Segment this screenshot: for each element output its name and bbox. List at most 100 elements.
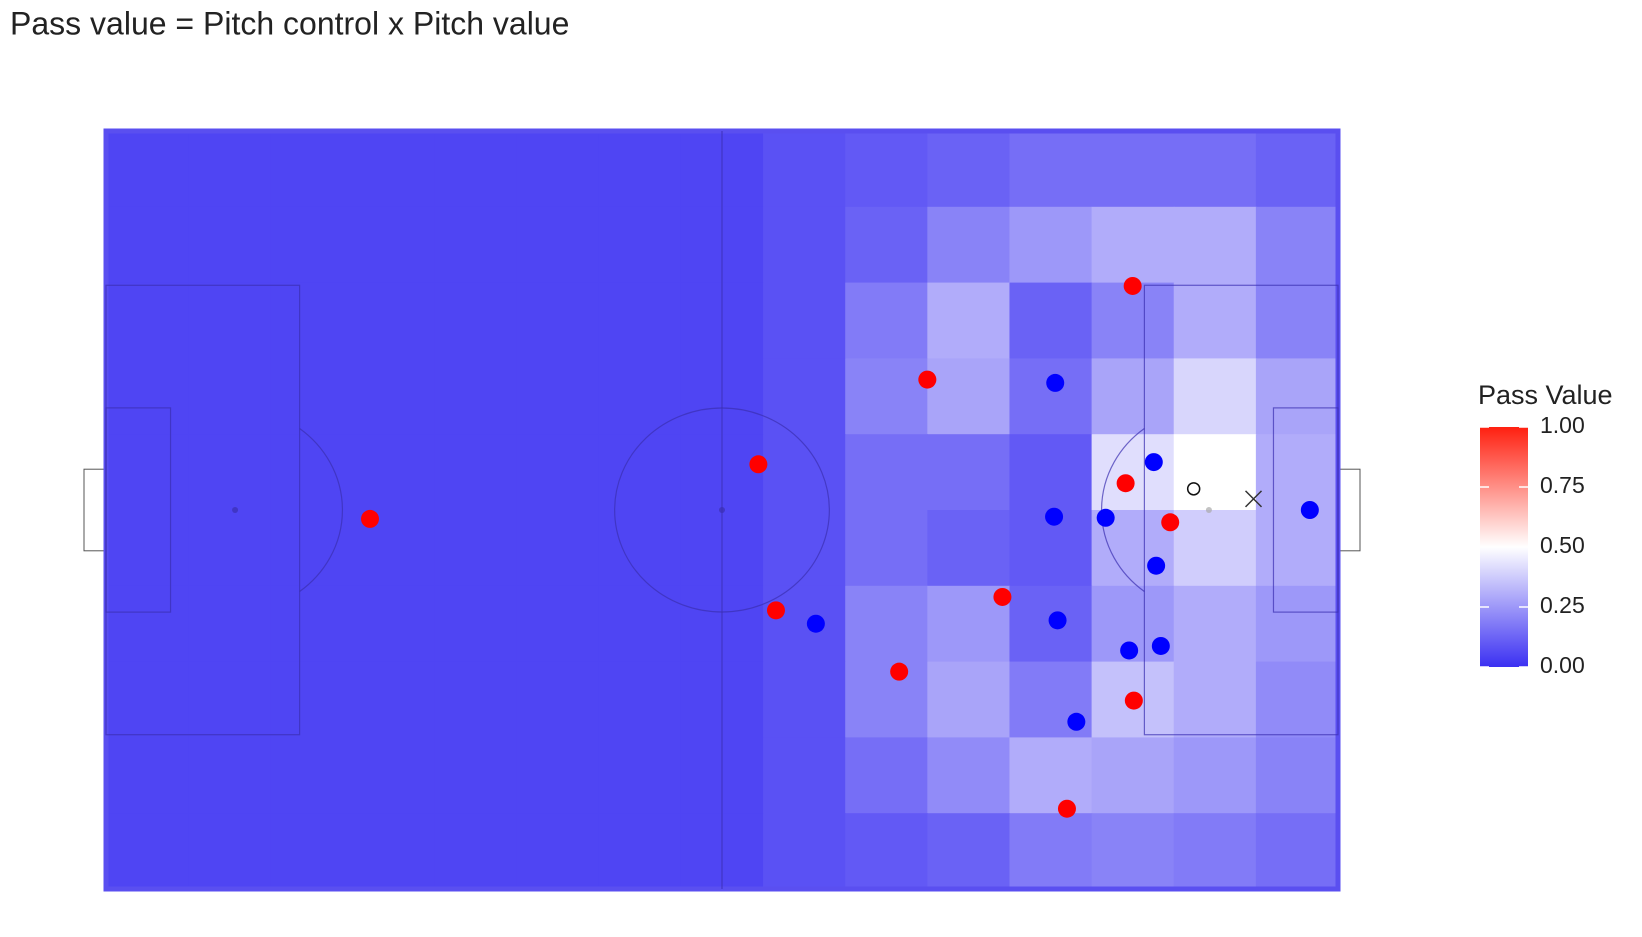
heat-cell	[516, 358, 600, 435]
heat-cell	[1009, 131, 1093, 208]
heat-cell	[352, 813, 436, 890]
heat-cell	[1009, 434, 1093, 511]
heat-cell	[270, 282, 353, 359]
heat-cell	[927, 434, 1011, 511]
heat-cell	[1091, 737, 1175, 814]
centre-spot	[719, 507, 725, 513]
heat-cell	[598, 434, 682, 511]
player	[1046, 373, 1065, 392]
heat-cell	[1255, 585, 1339, 663]
heat-cell	[598, 358, 682, 435]
heat-cell	[106, 206, 189, 284]
heat-cell	[1009, 358, 1093, 435]
heat-cell	[516, 585, 600, 663]
heat-cell	[763, 434, 846, 511]
player	[1300, 501, 1319, 519]
heat-cell	[598, 206, 682, 284]
heat-cell	[188, 510, 271, 587]
heat-cell	[188, 737, 271, 814]
heat-cell	[352, 737, 436, 814]
heat-cell	[927, 661, 1011, 738]
heat-cell	[1255, 510, 1339, 587]
heat-cell	[845, 282, 928, 359]
heat-cell	[927, 282, 1011, 359]
player	[361, 509, 379, 528]
heat-cell	[1009, 206, 1093, 284]
heat-cell	[270, 813, 353, 890]
heat-cell	[188, 434, 271, 511]
heat-cell	[845, 206, 928, 284]
player	[1124, 691, 1143, 710]
heat-cell	[763, 813, 846, 890]
heat-cell	[516, 282, 600, 359]
heat-cell	[927, 358, 1011, 435]
heat-cell	[598, 813, 682, 890]
heat-cell	[188, 358, 271, 435]
target-cross	[1244, 490, 1263, 508]
ball	[1186, 482, 1201, 496]
heat-cell	[763, 737, 846, 814]
heat-cell	[188, 813, 271, 890]
heat-cell	[1091, 206, 1175, 284]
heat-cell	[106, 510, 189, 587]
heat-cell	[434, 585, 518, 663]
player	[1057, 799, 1076, 818]
heat-cell	[352, 282, 436, 359]
heat-cell	[845, 131, 928, 208]
heat-cell	[1255, 131, 1339, 208]
heat-cell	[927, 206, 1011, 284]
heat-cell	[1173, 585, 1257, 663]
heat-cell	[1173, 358, 1257, 435]
penalty-spot	[232, 507, 239, 513]
heat-cell	[106, 434, 189, 511]
heat-cell	[1091, 813, 1175, 890]
heat-cell	[516, 206, 600, 284]
heat-cell	[1255, 358, 1339, 435]
heat-cell	[270, 585, 353, 663]
heat-cell	[434, 813, 518, 890]
heat-cell	[1091, 358, 1175, 435]
heat-cell	[434, 358, 518, 435]
heat-cell	[352, 661, 436, 738]
chart-title: Pass value = Pitch control x Pitch value	[10, 5, 569, 41]
heat-cell	[1091, 282, 1175, 359]
colorbar-tick-label: 0.50	[1540, 532, 1585, 558]
heat-cell	[598, 661, 682, 738]
heat-cell	[270, 737, 353, 814]
heat-cell	[352, 358, 436, 435]
heat-cell	[434, 434, 518, 511]
heat-cell	[598, 585, 682, 663]
heat-cell	[434, 206, 518, 284]
heat-cell	[106, 585, 189, 663]
player	[1067, 712, 1086, 731]
six-yard-box	[105, 407, 172, 613]
player	[993, 587, 1012, 606]
player	[1144, 453, 1163, 472]
heat-cell	[1091, 434, 1175, 511]
player	[1151, 636, 1170, 655]
legend-title: Pass Value	[1478, 380, 1613, 410]
heat-cell	[1173, 813, 1257, 890]
heat-cell	[845, 585, 928, 663]
heat-cell	[516, 131, 600, 208]
heat-cell	[188, 661, 271, 738]
heat-cell	[763, 131, 846, 208]
heat-cell	[845, 510, 928, 587]
heat-cell	[270, 206, 353, 284]
heat-cell	[188, 206, 271, 284]
heat-cell	[434, 661, 518, 738]
heat-cell	[1173, 510, 1257, 587]
heat-cell	[845, 737, 928, 814]
heat-cell	[1173, 206, 1257, 284]
heat-cell	[1173, 661, 1257, 738]
player	[918, 370, 937, 389]
heat-cell	[188, 282, 271, 359]
heat-cell	[516, 661, 600, 738]
heat-cell	[845, 358, 928, 435]
heat-cell	[188, 131, 271, 208]
heat-cell	[352, 434, 436, 511]
player	[1116, 474, 1135, 493]
heat-cell	[845, 434, 928, 511]
